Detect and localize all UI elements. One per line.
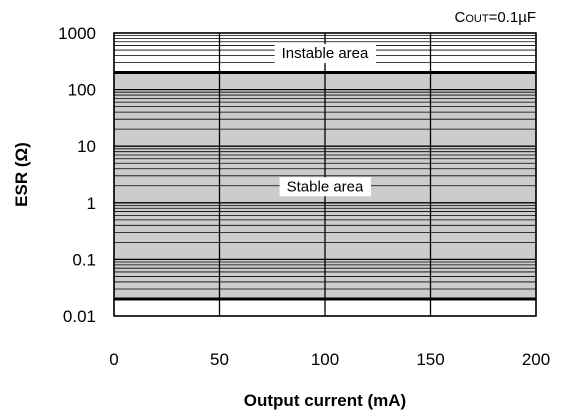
annotation-label: Stable area <box>287 178 364 195</box>
annotation-box <box>279 177 372 197</box>
x-tick-labels: 0 50 100 150 200 <box>109 350 550 369</box>
annotation-label: Instable area <box>282 45 369 62</box>
y-tick-label: 1 <box>87 194 96 213</box>
boundaries-layer <box>114 71 536 301</box>
plot-frame <box>113 32 537 317</box>
y-tick-label: 0.1 <box>72 250 96 269</box>
x-tick-label: 150 <box>416 350 444 369</box>
x-tick-label: 0 <box>109 350 118 369</box>
y-tick-label: 10 <box>77 137 96 156</box>
x-axis-label: Output current (mA) <box>244 391 406 410</box>
condition-prefix: C <box>455 9 466 26</box>
y-axis-label: ESR (Ω) <box>12 142 31 207</box>
y-tick-label: 1000 <box>58 24 96 43</box>
condition-label: COUT=0.1µF <box>455 9 537 26</box>
condition-subscript: OUT <box>465 13 489 25</box>
y-tick-label: 100 <box>68 81 96 100</box>
x-tick-label: 200 <box>522 350 550 369</box>
x-tick-label: 50 <box>210 350 229 369</box>
y-tick-label: 0.01 <box>63 307 96 326</box>
x-tick-label: 100 <box>311 350 339 369</box>
region-annotations: Instable area Stable area <box>274 44 377 197</box>
condition-suffix: =0.1µF <box>489 9 536 26</box>
annotation-box <box>274 44 377 64</box>
y-tick-labels: 0.01 0.1 1 10 100 1000 <box>58 24 96 326</box>
